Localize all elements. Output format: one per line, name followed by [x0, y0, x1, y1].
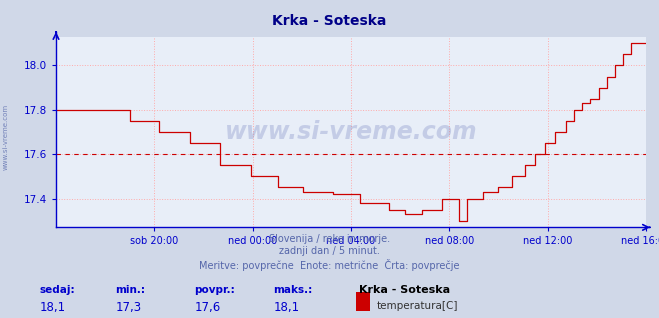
- Text: Krka - Soteska: Krka - Soteska: [272, 14, 387, 28]
- Text: www.si-vreme.com: www.si-vreme.com: [225, 120, 477, 144]
- Text: sedaj:: sedaj:: [40, 285, 75, 294]
- Text: Slovenija / reke in morje.: Slovenija / reke in morje.: [269, 234, 390, 244]
- Text: Krka - Soteska: Krka - Soteska: [359, 285, 450, 294]
- Text: min.:: min.:: [115, 285, 146, 294]
- Text: povpr.:: povpr.:: [194, 285, 235, 294]
- Text: Meritve: povprečne  Enote: metrične  Črta: povprečje: Meritve: povprečne Enote: metrične Črta:…: [199, 259, 460, 271]
- Text: 17,3: 17,3: [115, 301, 142, 314]
- Text: maks.:: maks.:: [273, 285, 313, 294]
- Text: zadnji dan / 5 minut.: zadnji dan / 5 minut.: [279, 246, 380, 256]
- Text: 17,6: 17,6: [194, 301, 221, 314]
- Text: temperatura[C]: temperatura[C]: [377, 301, 459, 310]
- Text: www.si-vreme.com: www.si-vreme.com: [2, 104, 9, 170]
- Text: 18,1: 18,1: [273, 301, 300, 314]
- Text: 18,1: 18,1: [40, 301, 66, 314]
